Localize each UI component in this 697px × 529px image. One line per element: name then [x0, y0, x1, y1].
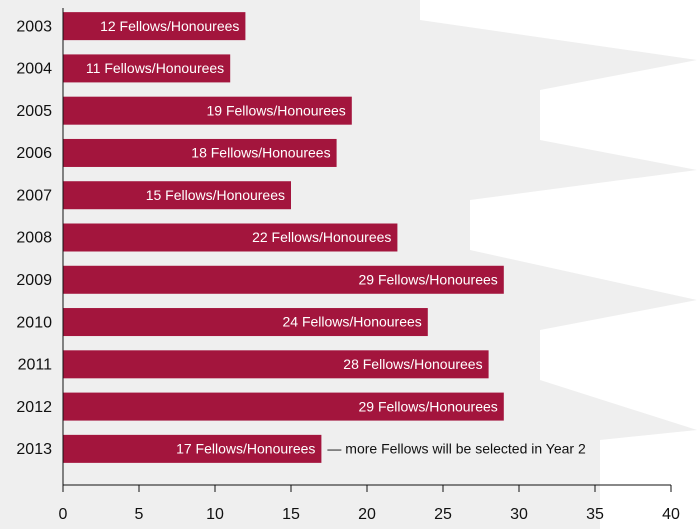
- data-label: 22 Fellows/Honourees: [252, 229, 391, 245]
- data-label: 17 Fellows/Honourees: [176, 441, 315, 457]
- watermark-shape: [420, 0, 697, 60]
- x-tick-label: 15: [282, 506, 300, 523]
- y-tick-label: 2011: [18, 357, 53, 374]
- bar: [63, 392, 504, 421]
- watermark: [420, 0, 697, 529]
- y-tick-label: 2006: [16, 145, 52, 162]
- data-label: 29 Fellows/Honourees: [359, 271, 498, 287]
- annotation: — more Fellows will be selected in Year …: [327, 441, 586, 457]
- y-tick-label: 2013: [16, 441, 52, 458]
- bar: [63, 96, 352, 125]
- y-tick-label: 2010: [16, 314, 52, 331]
- x-tick-label: 35: [586, 506, 604, 523]
- data-label: 19 Fellows/Honourees: [207, 102, 346, 118]
- x-tick-label: 20: [358, 506, 376, 523]
- x-tick-label: 0: [59, 506, 68, 523]
- data-label: 24 Fellows/Honourees: [283, 314, 422, 330]
- bar: [63, 12, 246, 41]
- bar: [63, 138, 337, 167]
- watermark-shape: [540, 60, 697, 170]
- x-tick-label: 5: [135, 506, 144, 523]
- plot-area: 0 5 10 15 20 25 30 35 40 2003 12 Fellows/Honourees…: [16, 12, 680, 523]
- data-label: 15 Fellows/Honourees: [146, 187, 285, 203]
- x-tick-label: 25: [434, 506, 452, 523]
- x-tick-label: 10: [206, 506, 224, 523]
- data-label: 11 Fellows/Honourees: [86, 60, 224, 76]
- data-label: 28 Fellows/Honourees: [343, 356, 482, 372]
- y-tick-label: 2007: [16, 187, 52, 204]
- data-label: 12 Fellows/Honourees: [100, 18, 239, 34]
- data-label: 18 Fellows/Honourees: [191, 145, 330, 161]
- y-tick-label: 2009: [16, 272, 52, 289]
- bar: [63, 181, 291, 210]
- bar: [63, 350, 489, 379]
- bar: [63, 54, 231, 83]
- x-tick-label: 30: [510, 506, 528, 523]
- bar: [63, 308, 428, 337]
- data-label: 29 Fellows/Honourees: [359, 398, 498, 414]
- bar: [63, 223, 398, 252]
- watermark-shape: [470, 170, 697, 300]
- y-tick-label: 2012: [16, 399, 52, 416]
- y-tick-label: 2008: [16, 230, 52, 247]
- watermark-shape: [540, 300, 697, 430]
- bar: [63, 265, 504, 294]
- y-tick-label: 2003: [16, 18, 52, 35]
- bar: [63, 434, 322, 463]
- watermark-shape: [600, 430, 697, 529]
- x-tick-label: 40: [662, 506, 680, 523]
- y-tick-label: 2005: [16, 103, 52, 120]
- y-tick-label: 2004: [16, 61, 52, 78]
